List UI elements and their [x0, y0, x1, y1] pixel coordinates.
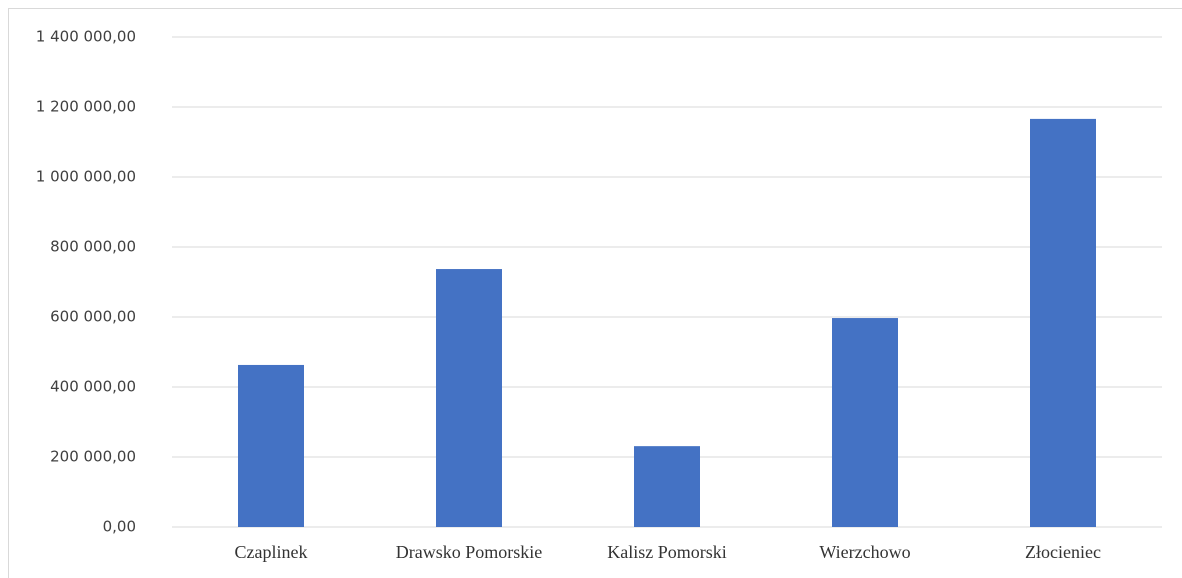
x-tick-label: Kalisz Pomorski [607, 542, 727, 562]
bar [832, 318, 898, 527]
x-tick-label: Drawsko Pomorskie [396, 542, 543, 562]
y-tick-label: 400 000,00 [50, 378, 136, 396]
y-tick-label: 0,00 [103, 518, 136, 536]
x-tick-label: Złocieniec [1025, 542, 1101, 562]
bar [238, 364, 304, 527]
y-tick-label: 1 400 000,00 [36, 28, 136, 46]
x-tick-label: Czaplinek [235, 542, 308, 562]
y-tick-label: 1 000 000,00 [36, 168, 136, 186]
x-tick-label: Wierzchowo [819, 542, 910, 562]
bar [436, 269, 502, 527]
y-tick-label: 600 000,00 [50, 308, 136, 326]
chart-frame [8, 8, 1182, 578]
y-tick-label: 200 000,00 [50, 448, 136, 466]
bar [1030, 118, 1096, 528]
y-tick-label: 1 200 000,00 [36, 98, 136, 116]
bar [634, 446, 700, 527]
y-tick-label: 800 000,00 [50, 238, 136, 256]
